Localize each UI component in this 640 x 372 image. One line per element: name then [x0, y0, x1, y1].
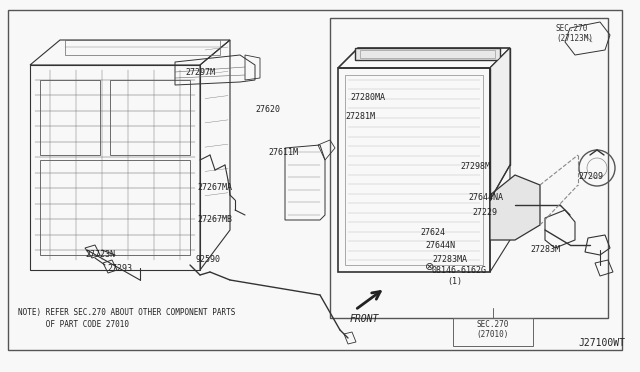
Text: 27611M: 27611M — [268, 148, 298, 157]
Text: 27267MB: 27267MB — [197, 215, 232, 224]
Text: 27209: 27209 — [578, 172, 603, 181]
Text: 27229: 27229 — [472, 208, 497, 217]
Bar — [330, 18, 608, 318]
Text: NOTE) REFER SEC.270 ABOUT OTHER COMPONENT PARTS: NOTE) REFER SEC.270 ABOUT OTHER COMPONEN… — [18, 308, 236, 317]
Text: 08146-6162G: 08146-6162G — [432, 266, 487, 275]
Text: ⊗: ⊗ — [426, 262, 435, 272]
Text: FRONT: FRONT — [350, 314, 380, 324]
Text: J27100WT: J27100WT — [578, 338, 625, 348]
Text: SEC.270
(27010): SEC.270 (27010) — [477, 320, 509, 339]
Text: 27723N: 27723N — [85, 250, 115, 259]
Text: 27644N: 27644N — [425, 241, 455, 250]
Text: 27283MA: 27283MA — [432, 255, 467, 264]
Text: 27283M: 27283M — [530, 245, 560, 254]
Text: 27624: 27624 — [420, 228, 445, 237]
Text: 27620: 27620 — [255, 105, 280, 114]
Text: 27281M: 27281M — [345, 112, 375, 121]
Text: 27298M: 27298M — [460, 162, 490, 171]
Text: 27644NA: 27644NA — [468, 193, 503, 202]
Text: 27280MA: 27280MA — [350, 93, 385, 102]
Text: OF PART CODE 27010: OF PART CODE 27010 — [18, 320, 129, 329]
Polygon shape — [490, 175, 540, 240]
Text: 27293: 27293 — [107, 264, 132, 273]
Bar — [453, 318, 533, 346]
Text: (1): (1) — [447, 277, 462, 286]
Polygon shape — [355, 48, 500, 60]
Text: 92590: 92590 — [195, 255, 220, 264]
Text: 27267MA: 27267MA — [197, 183, 232, 192]
Text: 27297M: 27297M — [185, 68, 215, 77]
Text: SEC.270
(27123M): SEC.270 (27123M) — [556, 24, 593, 44]
Polygon shape — [490, 48, 510, 200]
